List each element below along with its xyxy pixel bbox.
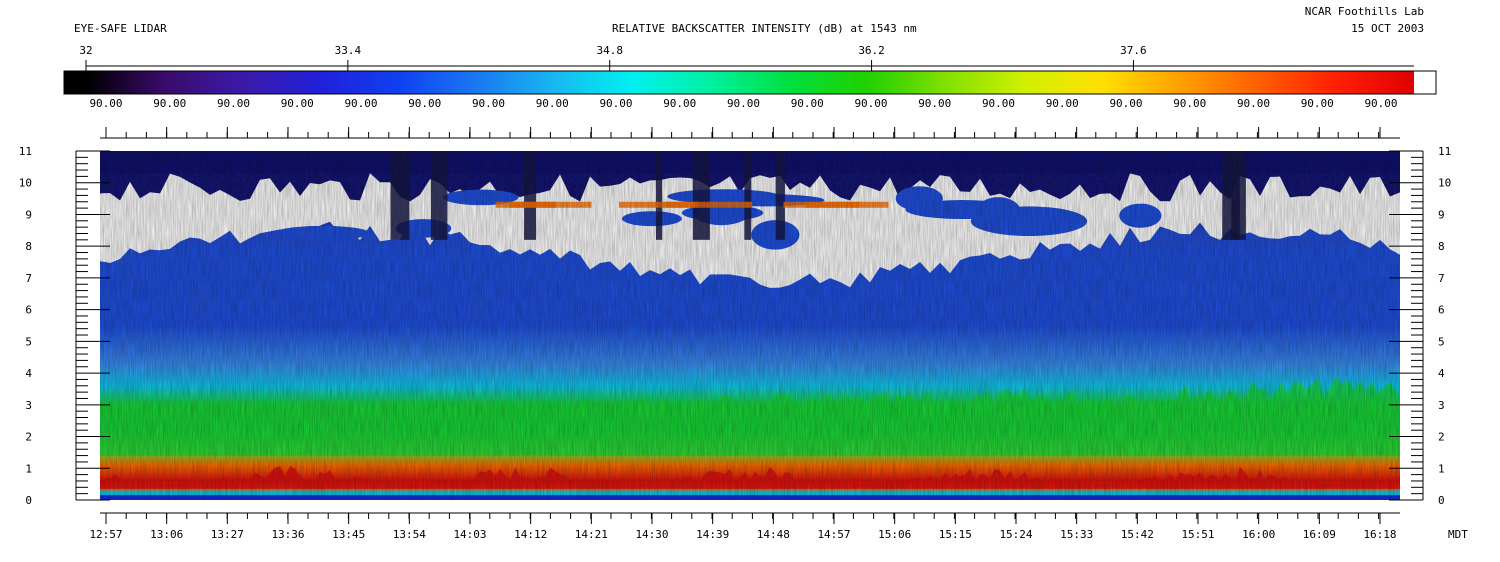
time-label: 13:54: [393, 528, 426, 541]
time-label: 15:06: [878, 528, 911, 541]
colorbar-sub-label: 90.00: [854, 97, 887, 110]
colorbar-sub-label: 90.00: [1364, 97, 1397, 110]
instrument-label: EYE-SAFE LIDAR: [74, 22, 167, 35]
colorbar-sub-label: 90.00: [599, 97, 632, 110]
colorbar-sub-label: 90.00: [217, 97, 250, 110]
time-label: 12:57: [89, 528, 122, 541]
colorbar-sub-label: 90.00: [1301, 97, 1334, 110]
left-height-label: 1: [25, 462, 32, 475]
colorbar-under-swatch: [64, 71, 86, 94]
colorbar-sub-label: 90.00: [472, 97, 505, 110]
left-height-axis: 0 1 2 3 4 5 6 7 8 9 10 11: [19, 145, 110, 507]
left-height-label: 2: [25, 431, 32, 444]
left-height-label: 0: [25, 494, 32, 507]
lab-name: NCAR Foothills Lab: [1304, 5, 1424, 18]
colorbar-sub-label: 90.00: [153, 97, 186, 110]
time-label: 14:48: [757, 528, 790, 541]
colorbar-sub-label: 90.00: [344, 97, 377, 110]
colorbar-sub-labels: 90.00 90.00 90.00 90.00 90.00 90.00 90.00 90.00…: [89, 97, 1397, 110]
bottom-time-axis: 12:57 13:06 13:27 13:36 13:45 13:54 14:03 14:12…: [89, 513, 1397, 541]
time-label: 13:06: [150, 528, 183, 541]
colorbar-sub-label: 90.00: [1173, 97, 1206, 110]
time-label: 13:36: [271, 528, 304, 541]
left-height-label: 4: [25, 367, 32, 380]
time-label: 15:33: [1060, 528, 1093, 541]
x-unit-label: MDT: [1448, 528, 1468, 541]
time-label: 14:30: [635, 528, 668, 541]
time-label: 13:27: [211, 528, 244, 541]
time-label: 14:12: [514, 528, 547, 541]
colorbar-sub-label: 90.00: [536, 97, 569, 110]
colorbar-frame: [63, 70, 1437, 95]
backscatter-plot: [100, 151, 1400, 500]
colorbar-tick-label: 33.4: [335, 44, 362, 57]
right-height-label: 9: [1438, 208, 1445, 221]
top-time-ticks: [105, 127, 1381, 138]
left-height-label: 8: [25, 240, 32, 253]
colorbar-sub-label: 90.00: [1046, 97, 1079, 110]
colorbar-ticks: 32 33.4 34.8 36.2 37.6: [79, 44, 1147, 71]
plot-noise: [100, 151, 1400, 500]
right-height-label: 2: [1438, 431, 1445, 444]
time-label: 14:57: [817, 528, 850, 541]
time-label: 16:00: [1242, 528, 1275, 541]
left-height-label: 5: [25, 335, 32, 348]
colorbar-sub-label: 90.00: [1237, 97, 1270, 110]
right-height-label: 5: [1438, 335, 1445, 348]
colorbar-over-swatch: [1414, 71, 1436, 94]
time-label: 16:09: [1303, 528, 1336, 541]
time-label: 15:24: [999, 528, 1032, 541]
time-label: 16:18: [1363, 528, 1396, 541]
left-height-label: 10: [19, 177, 32, 190]
colorbar: 32 33.4 34.8 36.2 37.6 90.00 90.00 90.00 90.00 9…: [63, 44, 1437, 110]
colorbar-sub-label: 90.00: [1109, 97, 1142, 110]
chart-title: RELATIVE BACKSCATTER INTENSITY (dB) at 1…: [612, 22, 917, 35]
time-label: 14:21: [575, 528, 608, 541]
time-label: 14:03: [453, 528, 486, 541]
date-label: 15 OCT 2003: [1351, 22, 1424, 35]
right-height-label: 0: [1438, 494, 1445, 507]
right-height-label: 7: [1438, 272, 1445, 285]
right-height-label: 1: [1438, 462, 1445, 475]
right-height-label: 4: [1438, 367, 1445, 380]
colorbar-ramp: [86, 71, 1414, 94]
right-height-label: 10: [1438, 177, 1451, 190]
colorbar-tick-label: 36.2: [858, 44, 885, 57]
right-height-label: 8: [1438, 240, 1445, 253]
colorbar-sub-label: 90.00: [727, 97, 760, 110]
colorbar-sub-label: 90.00: [89, 97, 122, 110]
colorbar-sub-label: 90.00: [281, 97, 314, 110]
colorbar-sub-label: 90.00: [918, 97, 951, 110]
colorbar-tick-label: 34.8: [596, 44, 623, 57]
time-label: 14:39: [696, 528, 729, 541]
colorbar-sub-label: 90.00: [982, 97, 1015, 110]
right-height-label: 6: [1438, 304, 1445, 317]
left-height-label: 11: [19, 145, 32, 158]
time-label: 15:42: [1121, 528, 1154, 541]
left-height-label: 9: [25, 208, 32, 221]
colorbar-tick-label: 32: [79, 44, 92, 57]
colorbar-tick-label: 37.6: [1120, 44, 1147, 57]
colorbar-sub-label: 90.00: [408, 97, 441, 110]
left-height-label: 3: [25, 399, 32, 412]
time-label: 15:15: [939, 528, 972, 541]
time-label: 13:45: [332, 528, 365, 541]
colorbar-sub-label: 90.00: [791, 97, 824, 110]
time-label: 15:51: [1181, 528, 1214, 541]
right-height-label: 11: [1438, 145, 1451, 158]
left-height-label: 7: [25, 272, 32, 285]
right-height-axis: 0 1 2 3 4 5 6 7 8 9 10 11: [1389, 145, 1451, 507]
left-height-label: 6: [25, 304, 32, 317]
right-height-label: 3: [1438, 399, 1445, 412]
colorbar-sub-label: 90.00: [663, 97, 696, 110]
